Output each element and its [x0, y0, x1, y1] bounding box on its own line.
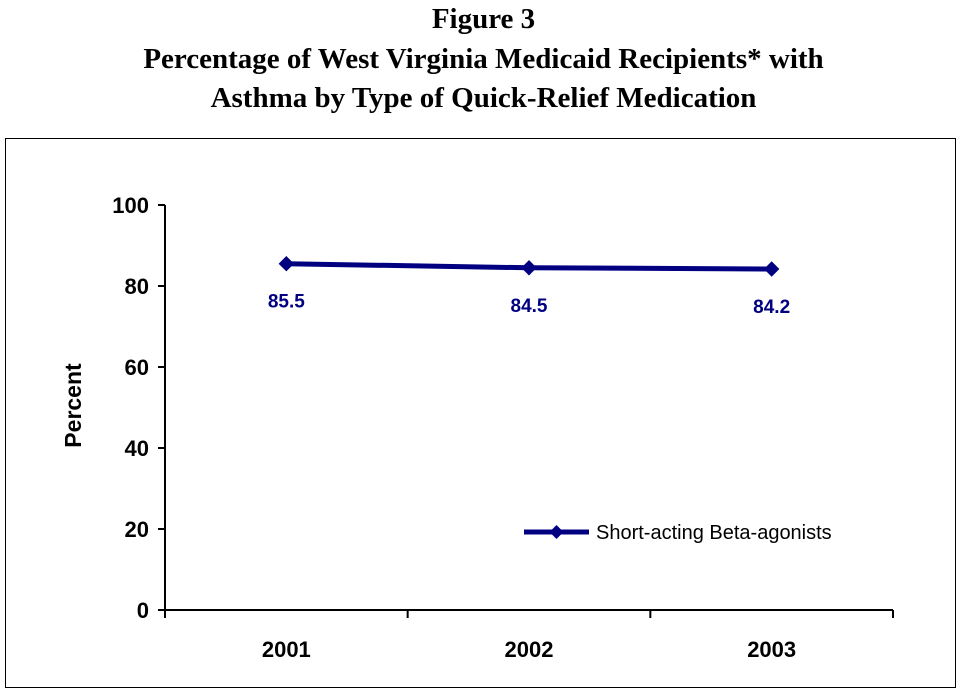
data-point-marker: [278, 256, 295, 272]
chart-title-line-1: Percentage of West Virginia Medicaid Rec…: [143, 43, 824, 75]
x-tick-label: 2002: [505, 637, 554, 662]
y-axis-label: Percent: [60, 363, 86, 448]
x-tick-label: 2003: [747, 637, 796, 662]
data-label: 84.2: [753, 297, 790, 318]
data-label: 84.5: [511, 296, 548, 317]
y-tick-label: 80: [125, 274, 149, 299]
y-tick-label: 60: [125, 355, 149, 380]
figure-label: Figure 3: [431, 3, 536, 35]
y-axis-ticks: 0 20 40 60 80 100: [112, 193, 165, 623]
data-label: 85.5: [268, 292, 305, 313]
data-labels: 85.5 84.5 84.2: [268, 292, 790, 318]
axes: [164, 205, 893, 611]
legend-marker: [549, 525, 564, 539]
data-point-marker: [521, 260, 537, 276]
y-tick-label: 100: [112, 193, 149, 218]
y-tick-label: 40: [125, 436, 149, 461]
y-tick-label: 20: [125, 517, 149, 542]
line-chart: 0 20 40 60 80 100 2001 2002 2003 Percent 85.5 84…: [60, 193, 894, 662]
series-layer: [278, 256, 780, 277]
data-point-marker: [763, 261, 780, 277]
legend-entry-label: Short-acting Beta-agonists: [596, 522, 832, 544]
x-axis-ticks: 2001 2002 2003: [164, 610, 894, 662]
chart-title-line-2: Asthma by Type of Quick-Relief Medicatio…: [210, 82, 757, 114]
legend: Short-acting Beta-agonists: [524, 522, 832, 544]
y-tick-label: 0: [137, 598, 149, 623]
x-tick-label: 2001: [262, 637, 311, 662]
chart-frame: 0 20 40 60 80 100 2001 2002 2003 Percent 85.5 84…: [5, 138, 956, 688]
